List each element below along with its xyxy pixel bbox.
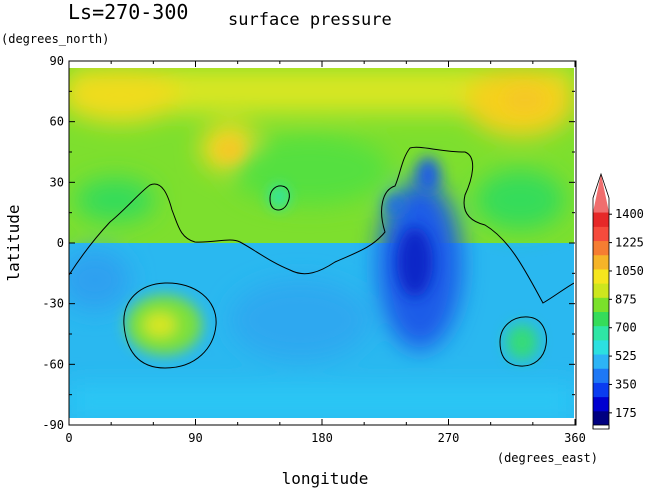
colorbar-outline (592, 172, 610, 429)
field-ne-core (505, 88, 545, 112)
colorbar-tick-label: 1400 (615, 207, 644, 221)
colorbar-segment (593, 254, 609, 270)
y-tick-label: -60 (42, 357, 64, 371)
contour-se-circle (499, 316, 547, 367)
contour-small-bump (269, 185, 290, 211)
colorbar-tick-label: 350 (615, 377, 637, 391)
colorbar-tip (593, 174, 609, 213)
y-tick-label: -30 (42, 297, 64, 311)
colorbar-segment (593, 226, 609, 242)
colorbar-bottom-cap (592, 424, 610, 430)
field-north-core (216, 138, 244, 162)
colorbar-segment (593, 212, 609, 227)
contour-main (69, 146, 574, 304)
x-tick-label: 90 (188, 431, 202, 445)
colorbar-tick-label: 1225 (615, 236, 644, 250)
field-core-small (385, 195, 405, 215)
colorbar-tick-label: 875 (615, 292, 637, 306)
colorbar-segment (593, 283, 609, 298)
colorbar-segment (593, 382, 609, 398)
colorbar-segment (593, 339, 609, 355)
colorbar-segment (593, 396, 609, 412)
x-axis-label: longitude (282, 469, 369, 488)
colorbar-segment (593, 297, 609, 312)
colorbar: 175 350 525 700 875 1050 1225 1400 (592, 172, 644, 430)
colorbar-segment (593, 311, 609, 327)
y-tick-label: 0 (57, 236, 64, 250)
y-units-label: (degrees_north) (1, 32, 109, 46)
field-high-sw-core (144, 313, 176, 337)
field-bump (269, 185, 289, 209)
colorbar-segment (593, 354, 609, 369)
colorbar-segment (593, 268, 609, 284)
contour-sw-circle (123, 282, 217, 369)
field-south-band (69, 385, 574, 418)
x-tick-label: 180 (311, 431, 333, 445)
field-green-center (230, 135, 390, 205)
colorbar-tick-label: 525 (615, 349, 637, 363)
x-axis: 0 90 180 270 360 (65, 61, 586, 445)
field-green-east (475, 170, 565, 230)
colorbar-segment (593, 410, 609, 426)
colorbar-segment (593, 368, 609, 383)
chart-title-left: Ls=270-300 (68, 0, 188, 24)
colorbar-tick-label: 175 (615, 406, 637, 420)
field-high-northwest (69, 68, 180, 123)
y-tick-label: 60 (50, 115, 64, 129)
y-tick-label: -90 (42, 418, 64, 432)
x-units-label: (degrees_east) (497, 451, 598, 465)
colorbar-segment (593, 325, 609, 341)
x-tick-label: 270 (438, 431, 460, 445)
x-tick-label: 360 (564, 431, 586, 445)
x-tick-label: 0 (65, 431, 72, 445)
colorbar-tick-label: 700 (615, 321, 637, 335)
chart-title-right: surface pressure (228, 10, 392, 30)
field-low-west (69, 250, 130, 310)
field-core-tharsis (397, 227, 433, 297)
field-low-center (230, 280, 370, 360)
colorbar-tick-label: 1050 (615, 264, 644, 278)
contour-lines (69, 146, 574, 369)
heatmap-field (69, 68, 574, 418)
y-axis-label: latitude (4, 204, 23, 281)
field-core-north (416, 157, 440, 193)
y-tick-label: 30 (50, 175, 64, 189)
colorbar-segment (593, 240, 609, 256)
y-tick-label: 90 (50, 54, 64, 68)
field-high-se (506, 324, 538, 360)
field-green-west (75, 178, 155, 222)
y-axis: -90 -60 -30 0 30 60 90 (42, 54, 575, 432)
